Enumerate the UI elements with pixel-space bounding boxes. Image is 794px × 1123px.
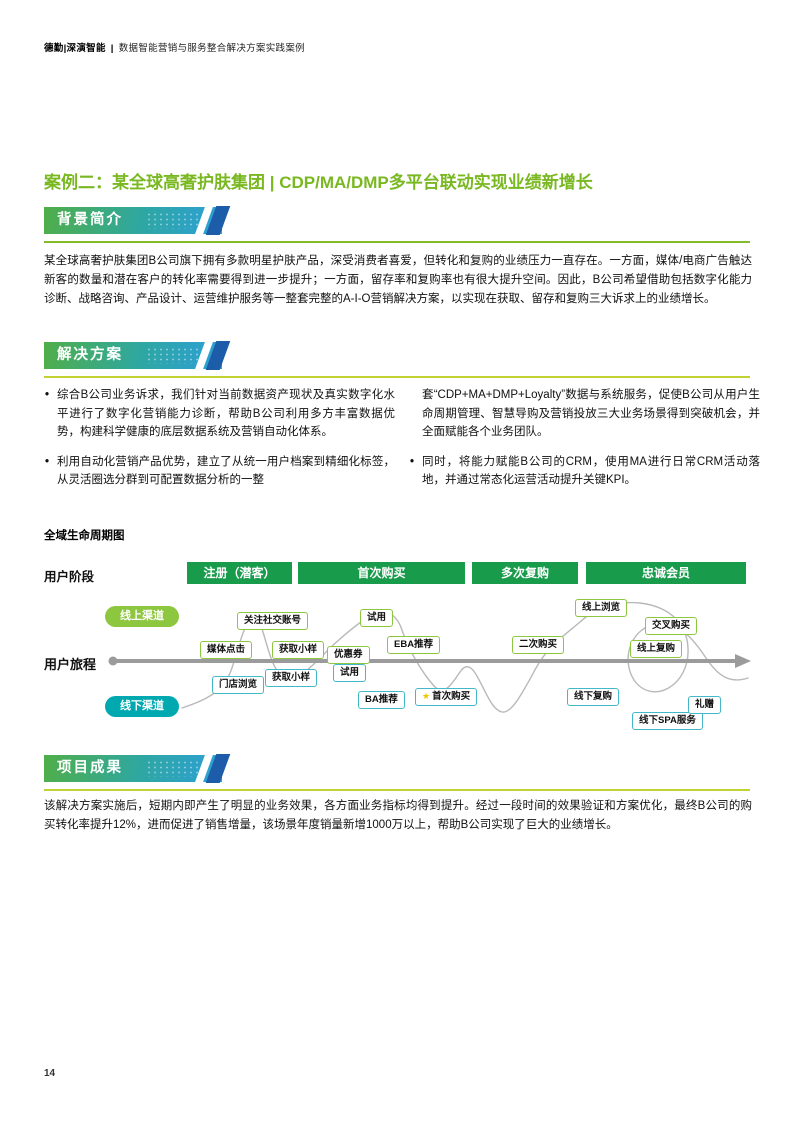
lifecycle-diagram: 用户阶段 用户旅程 注册（潜客） 首次购买 多次复购 忠诚会员 线上渠道 线下渠… bbox=[0, 555, 794, 750]
journey-node-online: 二次购买 bbox=[512, 636, 565, 654]
journey-node-online: 优惠券 bbox=[327, 646, 370, 664]
diagram-title: 全域生命周期图 bbox=[44, 530, 125, 542]
journey-node-offline-first-purchase: ★ 首次购买 bbox=[415, 688, 478, 706]
node-label: 门店浏览 bbox=[219, 679, 258, 690]
journey-node-offline: 线下SPA服务 bbox=[632, 712, 703, 730]
stage-bar-first-purchase: 首次购买 bbox=[298, 562, 465, 584]
journey-node-online: 线上复购 bbox=[630, 640, 683, 658]
solution-columns: 综合B公司业务诉求，我们针对当前数据资产现状及真实数字化水平进行了数字化营销能力… bbox=[44, 386, 760, 501]
brand-logo-text: 德勤|深演智能 bbox=[44, 43, 106, 54]
star-icon: ★ bbox=[422, 691, 431, 701]
section-header-solution: 解决方案 bbox=[44, 341, 750, 378]
journey-node-online: 媒体点击 bbox=[200, 641, 253, 659]
journey-node-offline: 门店浏览 bbox=[212, 676, 265, 694]
section-header-background: 背景简介 bbox=[44, 206, 750, 243]
solution-bullet: 综合B公司业务诉求，我们针对当前数据资产现状及真实数字化水平进行了数字化营销能力… bbox=[44, 386, 395, 442]
node-label: 线上浏览 bbox=[582, 602, 621, 613]
node-label: 媒体点击 bbox=[207, 644, 246, 655]
node-label: 线下复购 bbox=[574, 691, 613, 702]
node-label: 礼赠 bbox=[695, 699, 715, 710]
digital-dots-decoration bbox=[146, 760, 198, 777]
section-header-bar: 解决方案 bbox=[44, 341, 231, 370]
background-paragraph: 某全球高奢护肤集团B公司旗下拥有多款明星护肤产品，深受消费者喜爱，但转化和复购的… bbox=[44, 255, 752, 305]
journey-node-online: 获取小样 bbox=[272, 641, 325, 659]
journey-node-offline: 线下复购 bbox=[567, 688, 620, 706]
journey-start-dot bbox=[108, 656, 118, 666]
section-underline bbox=[44, 241, 750, 243]
node-label: BA推荐 bbox=[365, 694, 398, 705]
journey-node-online: 线上浏览 bbox=[575, 599, 628, 617]
solution-bullet: 利用自动化营销产品优势，建立了从统一用户档案到精细化标签，从灵活圈选分群到可配置… bbox=[44, 453, 395, 490]
section-heading-label: 解决方案 bbox=[57, 347, 123, 363]
digital-dots-decoration bbox=[146, 212, 198, 229]
section-header-bar: 项目成果 bbox=[44, 754, 231, 783]
section-underline bbox=[44, 376, 750, 378]
node-label: 试用 bbox=[367, 612, 387, 623]
solution-column-right: 套“CDP+MA+DMP+Loyalty”数据与系统服务，促使B公司从用户生命周… bbox=[409, 386, 760, 501]
solution-bullet: 同时，将能力赋能B公司的CRM，使用MA进行日常CRM活动落地，并通过常态化运营… bbox=[409, 453, 760, 490]
node-label: 试用 bbox=[340, 667, 360, 678]
node-label: EBA推荐 bbox=[394, 639, 434, 650]
journey-curves bbox=[108, 601, 751, 713]
page-number: 14 bbox=[44, 1068, 56, 1079]
journey-node-online: EBA推荐 bbox=[387, 636, 441, 654]
journey-node-online: 交叉购买 bbox=[645, 617, 698, 635]
node-label: 首次购买 bbox=[432, 691, 471, 702]
journey-node-online: 试用 bbox=[360, 609, 394, 627]
stage-bar-register: 注册（潜客） bbox=[187, 562, 292, 584]
header-divider: | bbox=[110, 43, 114, 54]
journey-wave-curve bbox=[181, 601, 749, 713]
stage-bar-repeat-purchase: 多次复购 bbox=[472, 562, 578, 584]
results-paragraph: 该解决方案实施后，短期内即产生了明显的业务效果，各方面业务指标均得到提升。经过一… bbox=[44, 800, 752, 831]
case-title: 案例二：某全球高奢护肤集团 | CDP/MA/DMP多平台联动实现业绩新增长 bbox=[44, 173, 593, 192]
node-label: 交叉购买 bbox=[652, 620, 691, 631]
node-label: 线上复购 bbox=[637, 643, 676, 654]
solution-continuation: 套“CDP+MA+DMP+Loyalty”数据与系统服务，促使B公司从用户生命周… bbox=[422, 389, 760, 438]
solution-column-left: 综合B公司业务诉求，我们针对当前数据资产现状及真实数字化水平进行了数字化营销能力… bbox=[44, 386, 395, 501]
offline-channel-pill: 线下渠道 bbox=[105, 696, 179, 717]
journey-node-online: 关注社交账号 bbox=[237, 612, 309, 630]
journey-node-offline: 试用 bbox=[333, 664, 367, 682]
header-subtitle: 数据智能营销与服务整合解决方案实践案例 bbox=[118, 43, 305, 54]
digital-dots-decoration bbox=[146, 347, 198, 364]
node-label: 优惠券 bbox=[334, 649, 363, 660]
node-label: 获取小样 bbox=[279, 644, 318, 655]
journey-node-offline: BA推荐 bbox=[358, 691, 405, 709]
section-heading-label: 背景简介 bbox=[57, 212, 123, 228]
node-label: 线下SPA服务 bbox=[639, 715, 696, 726]
journey-arrowhead-icon bbox=[735, 654, 751, 668]
online-channel-pill: 线上渠道 bbox=[105, 606, 179, 627]
section-header-results: 项目成果 bbox=[44, 754, 750, 791]
journey-node-offline: 获取小样 bbox=[265, 669, 318, 687]
node-label: 二次购买 bbox=[519, 639, 558, 650]
node-label: 关注社交账号 bbox=[244, 615, 302, 626]
stage-bar-loyal-member: 忠诚会员 bbox=[586, 562, 746, 584]
journey-axis-label: 用户旅程 bbox=[44, 657, 97, 672]
journey-node-offline: 礼赠 bbox=[688, 696, 722, 714]
section-heading-label: 项目成果 bbox=[57, 760, 123, 776]
node-label: 获取小样 bbox=[272, 672, 311, 683]
section-header-bar: 背景简介 bbox=[44, 206, 231, 235]
stage-axis-label: 用户阶段 bbox=[44, 570, 95, 584]
section-underline bbox=[44, 789, 750, 791]
running-header: 德勤|深演智能 | 数据智能营销与服务整合解决方案实践案例 bbox=[44, 40, 305, 54]
